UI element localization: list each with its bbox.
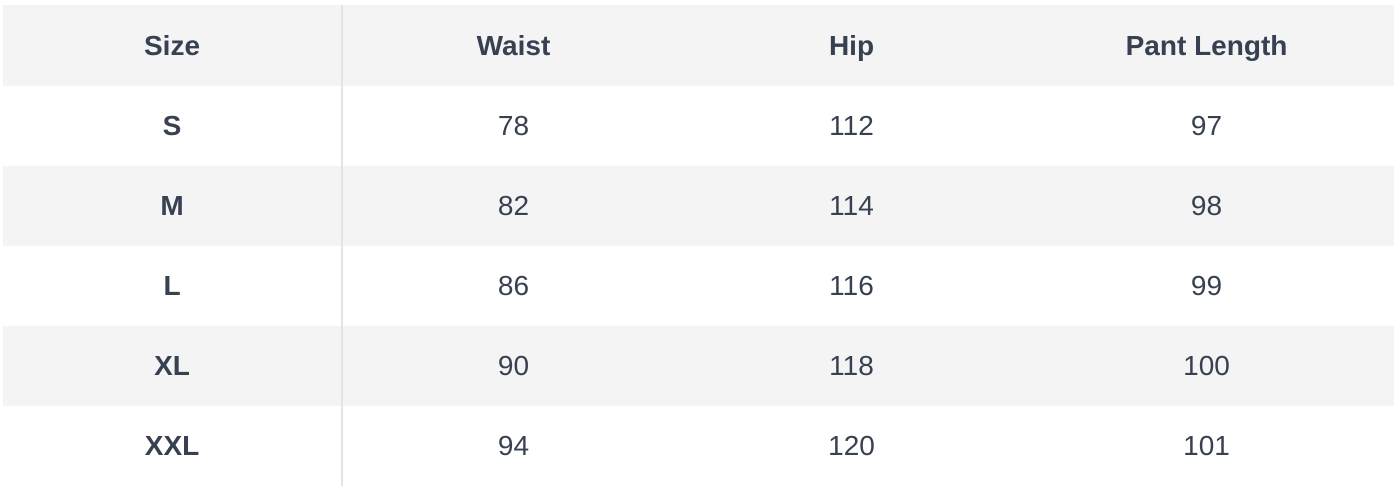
size-cell: L [3,246,343,326]
header-cell-waist: Waist [476,29,551,61]
waist-cell: 90 [497,350,530,381]
waist-cell: 82 [497,190,530,221]
waist-cell: 86 [497,270,530,301]
size-chart-body: S 78 112 97 M 82 114 98 L 86 116 99 XL 9… [3,86,1394,486]
table-row-xxl: XXL 94 120 101 [3,406,1394,486]
waist-cell: 78 [497,110,530,141]
size-cell: S [3,86,343,166]
hip-cell: 118 [829,350,874,381]
hip-cell: 114 [829,190,874,221]
table-row-l: L 86 116 99 [3,246,1394,326]
size-cell: XXL [3,406,343,486]
size-chart-table: Size Waist Hip Pant Length S 78 112 97 M… [3,5,1394,486]
pant-length-cell: 101 [1183,430,1230,461]
header-row: Size Waist Hip Pant Length [3,5,1394,86]
pant-length-cell: 99 [1190,270,1223,301]
pant-length-cell: 98 [1190,190,1223,221]
hip-cell: 120 [828,430,875,461]
pant-length-cell: 100 [1183,350,1230,381]
table-row-xl: XL 90 118 100 [3,326,1394,406]
pant-length-cell: 97 [1190,110,1223,141]
table-row-s: S 78 112 97 [3,86,1394,166]
hip-cell: 116 [829,270,874,301]
header-cell-pant-length: Pant Length [1125,29,1288,61]
hip-cell: 112 [829,110,874,141]
size-chart-header: Size Waist Hip Pant Length [3,5,1394,86]
size-cell: M [3,166,343,246]
header-cell-size: Size [3,5,343,86]
waist-cell: 94 [497,430,530,461]
size-cell: XL [3,326,343,406]
table-row-m: M 82 114 98 [3,166,1394,246]
header-cell-hip: Hip [828,29,875,61]
